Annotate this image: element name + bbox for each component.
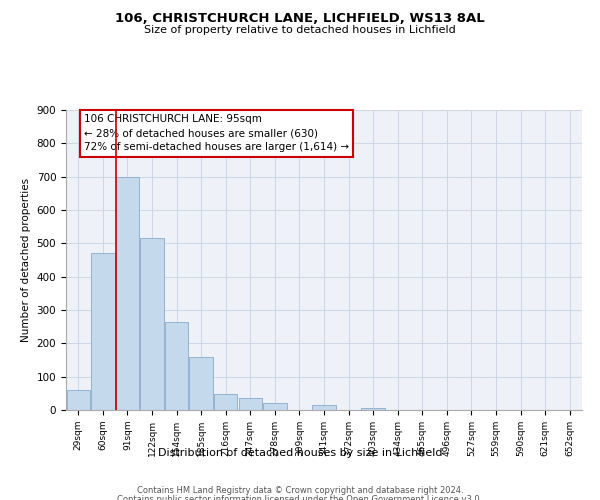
Bar — [361, 408, 385, 410]
Bar — [140, 238, 164, 410]
Text: Distribution of detached houses by size in Lichfield: Distribution of detached houses by size … — [158, 448, 442, 458]
Bar — [190, 356, 213, 410]
Bar — [313, 405, 335, 410]
Bar — [214, 394, 238, 410]
Text: Contains public sector information licensed under the Open Government Licence v3: Contains public sector information licen… — [118, 495, 482, 500]
Bar — [239, 398, 262, 410]
Text: Contains HM Land Registry data © Crown copyright and database right 2024.: Contains HM Land Registry data © Crown c… — [137, 486, 463, 495]
Bar — [91, 254, 115, 410]
Bar — [116, 176, 139, 410]
Text: Size of property relative to detached houses in Lichfield: Size of property relative to detached ho… — [144, 25, 456, 35]
Text: 106 CHRISTCHURCH LANE: 95sqm
← 28% of detached houses are smaller (630)
72% of s: 106 CHRISTCHURCH LANE: 95sqm ← 28% of de… — [84, 114, 349, 152]
Bar — [263, 404, 287, 410]
Bar — [67, 390, 90, 410]
Bar — [165, 322, 188, 410]
Y-axis label: Number of detached properties: Number of detached properties — [21, 178, 31, 342]
Text: 106, CHRISTCHURCH LANE, LICHFIELD, WS13 8AL: 106, CHRISTCHURCH LANE, LICHFIELD, WS13 … — [115, 12, 485, 26]
